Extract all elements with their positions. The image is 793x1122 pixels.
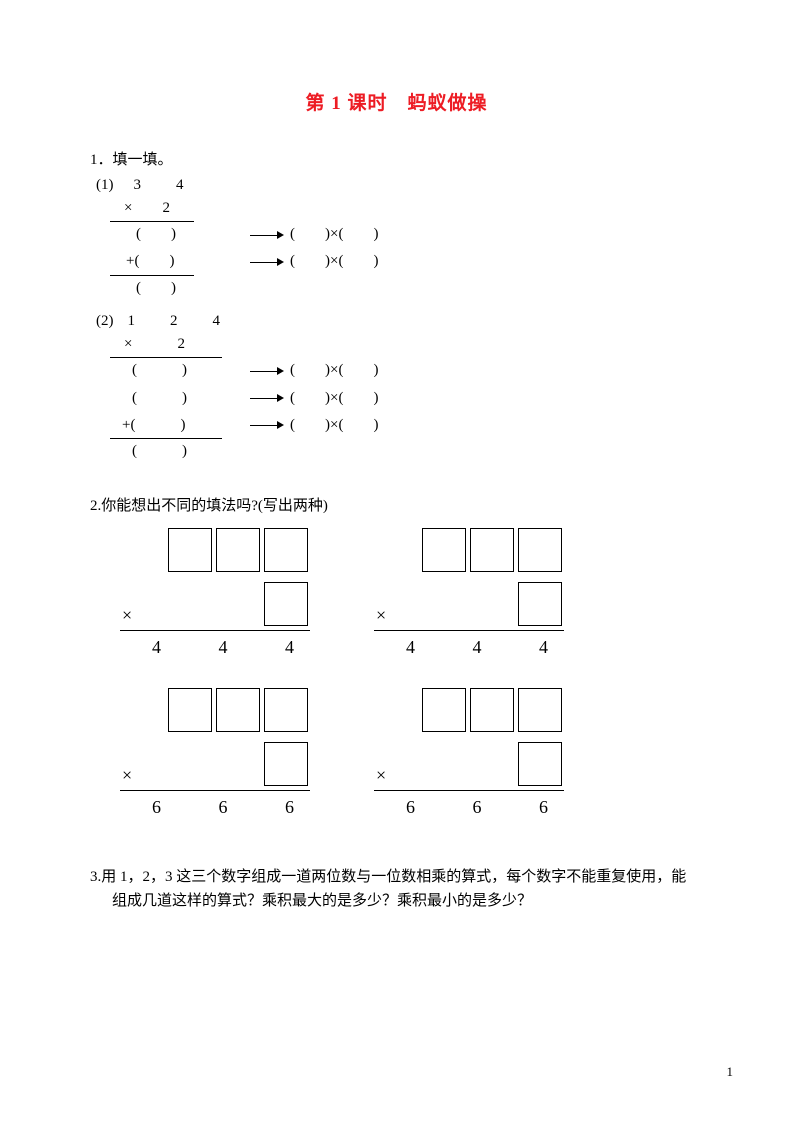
q1-p2-l2l: ( ) <box>96 390 187 406</box>
blank-box <box>470 688 514 732</box>
result-digit: 6 <box>285 797 294 818</box>
result-digit: 6 <box>473 797 482 818</box>
blank-box <box>264 742 308 786</box>
q2-grid: × 4 4 4 × <box>112 528 703 818</box>
top-boxes <box>112 688 308 732</box>
page-number: 1 <box>727 1064 734 1080</box>
times-symbol: × <box>112 605 264 626</box>
q2-row-top: × 4 4 4 × <box>112 528 703 658</box>
q1-p2-l2r: ( )×( ) <box>290 387 378 410</box>
q1-p2-times: × 2 <box>96 336 185 352</box>
arrow-icon <box>250 230 284 240</box>
blank-box <box>264 528 308 572</box>
result-digit: 4 <box>219 637 228 658</box>
blank-box <box>518 528 562 572</box>
blank-box <box>518 742 562 786</box>
blank-box <box>422 688 466 732</box>
blank-box <box>168 528 212 572</box>
hr <box>110 275 194 276</box>
mul-box: × 6 6 6 <box>112 688 312 818</box>
q1-p1-times: × 2 <box>96 200 170 216</box>
times-symbol: × <box>112 765 264 786</box>
blank-box <box>264 582 308 626</box>
q1-p2-l3l: +( ) <box>96 417 185 433</box>
mul-box: × 6 6 6 <box>366 688 566 818</box>
arrow-icon <box>250 420 284 430</box>
hr <box>110 438 222 439</box>
q1-p1-res: ( ) <box>96 280 176 296</box>
result-digit: 6 <box>219 797 228 818</box>
q2-row-bottom: × 6 6 6 × <box>112 688 703 818</box>
q1-p2-top: 1 2 4 <box>114 310 231 333</box>
q1-p2-l1l: ( ) <box>96 362 187 378</box>
times-symbol: × <box>366 765 518 786</box>
blank-box <box>518 688 562 732</box>
page-title: 第 1 课时 蚂蚁做操 <box>90 88 703 115</box>
worksheet-page: 第 1 课时 蚂蚁做操 1．填一填。 (1) 3 4 × 2 ( ) ( )×(… <box>0 0 793 913</box>
q1-part2-label: (2) <box>96 310 114 333</box>
q1-p1-l2r: ( )×( ) <box>290 250 378 273</box>
result-digit: 6 <box>152 797 161 818</box>
q1-label: 1．填一填。 <box>90 149 703 172</box>
result-digit: 6 <box>406 797 415 818</box>
top-boxes <box>366 688 562 732</box>
hr <box>110 221 194 222</box>
q1-p1-l1r: ( )×( ) <box>290 223 378 246</box>
blank-box <box>216 688 260 732</box>
result-digit: 6 <box>539 797 548 818</box>
arrow-icon <box>250 257 284 267</box>
result-digit: 4 <box>539 637 548 658</box>
top-boxes <box>366 528 562 572</box>
blank-box <box>470 528 514 572</box>
blank-box <box>264 688 308 732</box>
mul-box: × 4 4 4 <box>366 528 566 658</box>
result-digit: 4 <box>473 637 482 658</box>
q1-p1-l1l: ( ) <box>96 226 176 242</box>
q2-label: 2.你能想出不同的填法吗?(写出两种) <box>90 495 703 518</box>
q1-p1-top: 3 4 <box>114 174 194 197</box>
result-digit: 4 <box>285 637 294 658</box>
result-row: 6 6 6 <box>366 791 566 818</box>
q3-label-cont: 组成几道这样的算式？乘积最大的是多少？乘积最小的是多少？ <box>90 890 703 913</box>
times-symbol: × <box>366 605 518 626</box>
q3-label: 3.用 1，2，3 这三个数字组成一道两位数与一位数相乘的算式，每个数字不能重复… <box>90 866 703 889</box>
q1-p2-l1r: ( )×( ) <box>290 359 378 382</box>
q1-p2-l3r: ( )×( ) <box>290 414 378 437</box>
blank-box <box>422 528 466 572</box>
hr <box>110 357 222 358</box>
top-boxes <box>112 528 308 572</box>
arrow-icon <box>250 366 284 376</box>
result-digit: 4 <box>406 637 415 658</box>
result-row: 4 4 4 <box>366 631 566 658</box>
blank-box <box>216 528 260 572</box>
q1-p2-res: ( ) <box>96 443 187 459</box>
blank-box <box>168 688 212 732</box>
blank-box <box>518 582 562 626</box>
result-digit: 4 <box>152 637 161 658</box>
arrow-icon <box>250 393 284 403</box>
q1-part1: (1) 3 4 × 2 ( ) ( )×( ) +( ) ( )×( ) ( ) <box>96 174 703 300</box>
result-row: 4 4 4 <box>112 631 312 658</box>
q1-p1-l2l: +( ) <box>96 253 174 269</box>
result-row: 6 6 6 <box>112 791 312 818</box>
mul-box: × 4 4 4 <box>112 528 312 658</box>
q1-part1-label: (1) <box>96 174 114 197</box>
q1-part2: (2) 1 2 4 × 2 ( ) ( )×( ) ( ) ( )×( ) +(… <box>96 310 703 464</box>
